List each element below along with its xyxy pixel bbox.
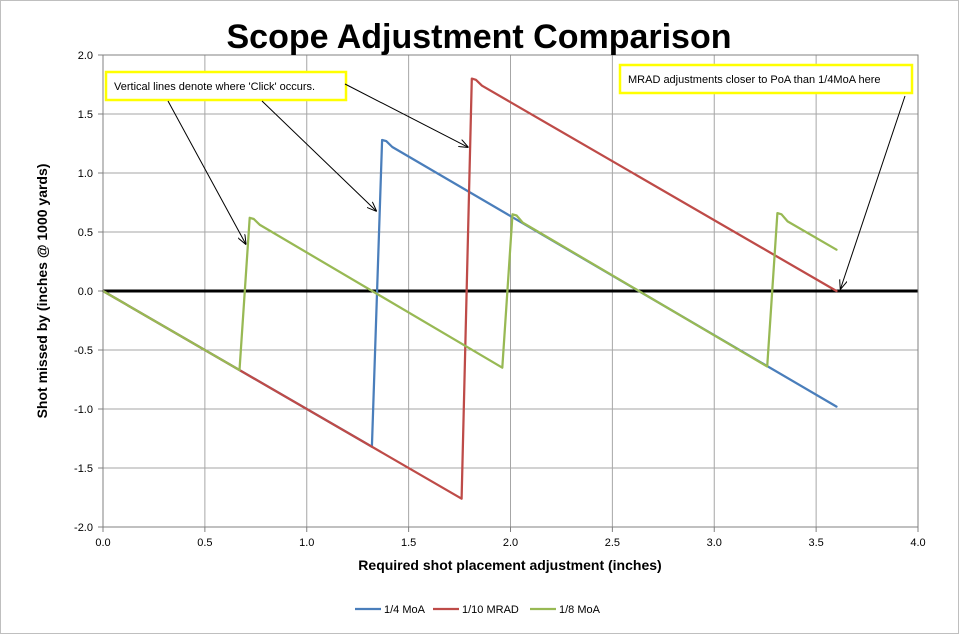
x-tick-label: 0.5 bbox=[197, 537, 212, 549]
x-tick-label: 3.0 bbox=[707, 537, 722, 549]
series-line-3 bbox=[101, 211, 838, 372]
x-tick-label: 1.5 bbox=[401, 537, 416, 549]
y-tick-label: 0.5 bbox=[78, 227, 93, 239]
annotation-text-2: MRAD adjustments closer to PoA than 1/4M… bbox=[628, 74, 881, 86]
annotation-arrow bbox=[841, 95, 906, 289]
annotation-text-1: Vertical lines denote where 'Click' occu… bbox=[114, 81, 315, 93]
series-lines bbox=[101, 77, 918, 500]
y-tick-label: 1.0 bbox=[78, 168, 93, 180]
y-tick-label: -0.5 bbox=[74, 345, 93, 357]
legend: 1/4 MoA 1/10 MRAD 1/8 MoA bbox=[355, 604, 601, 616]
annotation-box-1 bbox=[104, 70, 348, 102]
y-tick-label: 0.0 bbox=[78, 286, 93, 298]
plot-border bbox=[102, 54, 919, 528]
annotation-arrow bbox=[344, 83, 468, 147]
axes: 0.0 0.5 1.0 1.5 2.0 2.5 3.0 3.5 4.0 2.0 1.5 1.0 0.5 0… bbox=[74, 50, 926, 549]
annotations: Vertical lines denote where 'Click' occu… bbox=[104, 63, 914, 289]
y-tick-label: 1.5 bbox=[78, 109, 93, 121]
y-tick-label: -2.0 bbox=[74, 522, 93, 534]
x-tick-label: 1.0 bbox=[299, 537, 314, 549]
annotation-box-2 bbox=[618, 63, 914, 95]
chart-title: Scope Adjustment Comparison bbox=[226, 18, 731, 56]
legend-label-1: 1/4 MoA bbox=[384, 604, 426, 616]
x-tick-label: 2.0 bbox=[503, 537, 518, 549]
y-tick-label: 2.0 bbox=[78, 50, 93, 62]
y-axis-title: Shot missed by (inches @ 1000 yards) bbox=[34, 164, 50, 419]
x-tick-label: 3.5 bbox=[808, 537, 823, 549]
legend-label-3: 1/8 MoA bbox=[559, 604, 601, 616]
x-axis-title: Required shot placement adjustment (inch… bbox=[358, 557, 661, 573]
y-tick-label: -1.5 bbox=[74, 463, 93, 475]
annotation-arrow bbox=[261, 100, 376, 211]
series-line-2 bbox=[101, 77, 838, 500]
x-tick-label: 2.5 bbox=[605, 537, 620, 549]
x-tick-label: 4.0 bbox=[910, 537, 925, 549]
x-tick-label: 0.0 bbox=[95, 537, 110, 549]
annotation-arrow bbox=[167, 100, 246, 244]
y-tick-label: -1.0 bbox=[74, 404, 93, 416]
legend-label-2: 1/10 MRAD bbox=[462, 604, 519, 616]
